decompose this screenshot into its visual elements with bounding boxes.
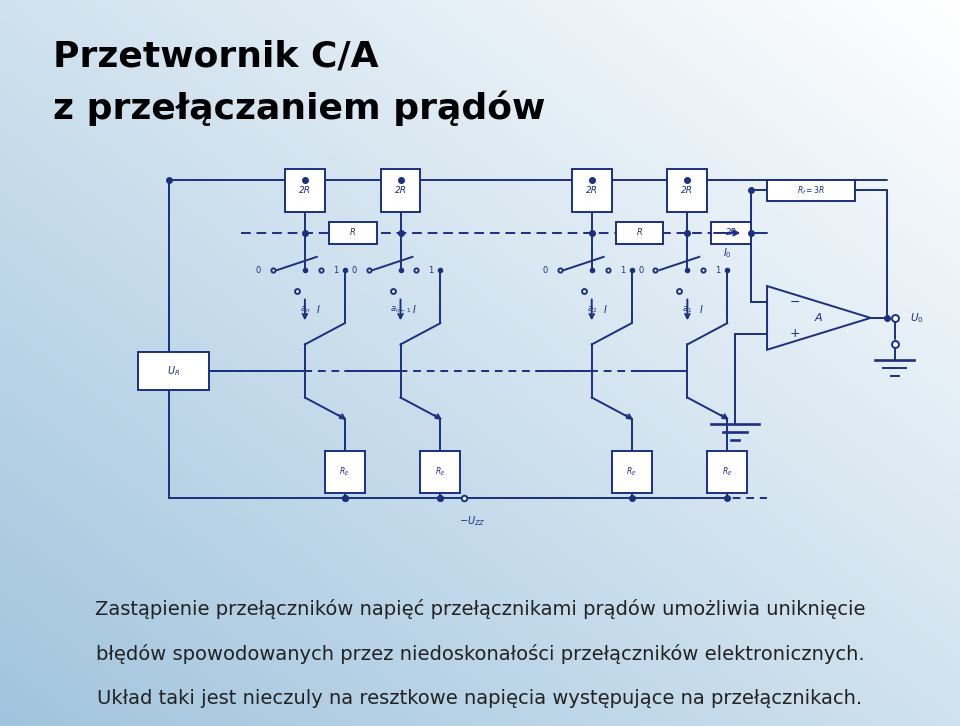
Text: $R_E$: $R_E$ [435, 465, 445, 478]
Text: I: I [317, 305, 320, 315]
Text: $a_2$: $a_2$ [587, 305, 597, 315]
Bar [615, 222, 663, 243]
Text: −: − [790, 295, 801, 309]
Text: 2R: 2R [726, 229, 737, 237]
Text: $a_1$: $a_1$ [683, 305, 692, 315]
Text: 1: 1 [715, 266, 721, 274]
Text: I: I [413, 305, 416, 315]
Text: błędów spowodowanych przez niedoskonałości przełączników elektronicznych.: błędów spowodowanych przez niedoskonałoś… [96, 644, 864, 664]
Text: Zastąpienie przełączników napięć przełącznikami prądów umożliwia uniknięcie: Zastąpienie przełączników napięć przełąc… [95, 599, 865, 619]
Text: 0: 0 [638, 266, 643, 274]
Text: A: A [815, 313, 823, 323]
Bar [380, 169, 420, 212]
Bar [328, 222, 376, 243]
Text: $-U_{ZZ}$: $-U_{ZZ}$ [459, 514, 486, 528]
Bar [711, 222, 751, 243]
Text: $U_0$: $U_0$ [910, 311, 924, 325]
Text: 2R: 2R [586, 186, 598, 195]
Bar [324, 451, 365, 493]
Text: $U_R$: $U_R$ [167, 364, 180, 378]
Text: $R_E$: $R_E$ [626, 465, 636, 478]
Text: 0: 0 [351, 266, 357, 274]
Text: R: R [349, 229, 355, 237]
Text: 2R: 2R [682, 186, 693, 195]
Text: Przetwornik C/A: Przetwornik C/A [53, 40, 378, 74]
Text: Układ taki jest nieczuly na resztkowe napięcia występujące na przełącznikach.: Układ taki jest nieczuly na resztkowe na… [97, 689, 863, 708]
Text: 2R: 2R [395, 186, 406, 195]
Bar [420, 451, 460, 493]
Text: $R_E$: $R_E$ [340, 465, 350, 478]
Text: +: + [790, 327, 801, 340]
Text: 1: 1 [619, 266, 625, 274]
Text: $a_n$: $a_n$ [300, 305, 310, 315]
Text: 2R: 2R [299, 186, 311, 195]
Text: $I_0$: $I_0$ [723, 246, 732, 260]
Text: $R_f=3R$: $R_f=3R$ [797, 184, 825, 197]
Bar [708, 451, 747, 493]
Text: 1: 1 [333, 266, 338, 274]
Bar [767, 180, 854, 201]
Bar [137, 352, 209, 390]
Text: I: I [604, 305, 607, 315]
Bar [285, 169, 324, 212]
Bar [667, 169, 708, 212]
Text: $R_E$: $R_E$ [722, 465, 732, 478]
Text: 1: 1 [428, 266, 434, 274]
Text: 0: 0 [255, 266, 261, 274]
Text: $a_{n-1}$: $a_{n-1}$ [390, 305, 411, 315]
Bar [572, 169, 612, 212]
Text: 0: 0 [542, 266, 548, 274]
Text: R: R [636, 229, 642, 237]
Text: z przełączaniem prądów: z przełączaniem prądów [53, 91, 545, 126]
Bar [612, 451, 652, 493]
Text: I: I [699, 305, 702, 315]
